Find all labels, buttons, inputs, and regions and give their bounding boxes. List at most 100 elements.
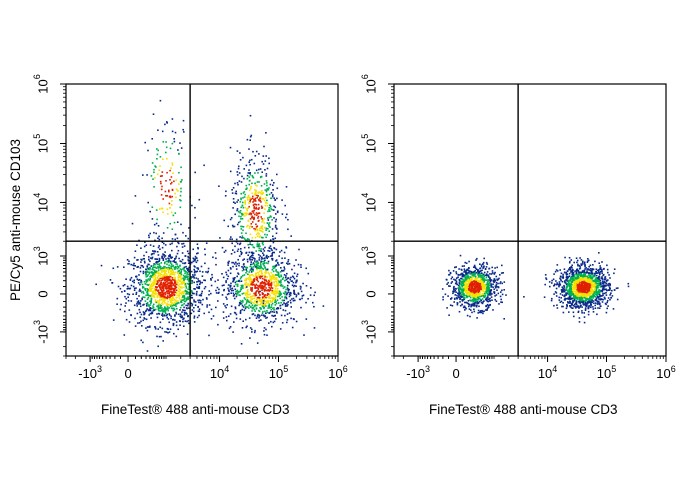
event-dot xyxy=(250,225,252,227)
event-dot xyxy=(450,298,452,300)
event-dot xyxy=(252,268,254,270)
event-dot xyxy=(478,290,480,292)
event-dot xyxy=(258,317,260,319)
event-dot xyxy=(174,299,176,301)
event-dot xyxy=(266,182,268,184)
event-dot xyxy=(258,204,260,206)
event-dot xyxy=(306,318,308,320)
event-dot xyxy=(250,218,252,220)
event-dot xyxy=(453,270,455,272)
event-dot xyxy=(178,276,180,278)
event-dot xyxy=(262,287,264,289)
event-dot xyxy=(210,279,212,281)
event-dot xyxy=(248,301,250,303)
event-dot xyxy=(261,270,263,272)
event-dot xyxy=(460,305,462,307)
event-dot xyxy=(178,302,180,304)
event-dot xyxy=(176,256,178,258)
event-dot xyxy=(131,277,133,279)
event-dot xyxy=(180,272,182,274)
event-dot xyxy=(258,153,260,155)
event-dot xyxy=(154,258,156,260)
event-dot xyxy=(180,317,182,319)
event-dot xyxy=(234,183,236,185)
event-dot xyxy=(269,312,271,314)
event-dot xyxy=(167,332,169,334)
event-dot xyxy=(277,212,279,214)
event-dot xyxy=(240,159,242,161)
event-dot xyxy=(254,309,256,311)
event-dot xyxy=(169,179,171,181)
event-dot xyxy=(313,295,315,297)
event-dot xyxy=(602,280,604,282)
event-dot xyxy=(178,270,180,272)
event-dot xyxy=(249,227,251,229)
event-dot xyxy=(264,247,266,249)
event-dot xyxy=(171,266,173,268)
event-dot xyxy=(135,287,137,289)
event-dot xyxy=(459,289,461,291)
event-dot xyxy=(209,290,211,292)
event-dot xyxy=(179,297,181,299)
event-dot xyxy=(253,217,255,219)
event-dot xyxy=(275,221,277,223)
event-dot xyxy=(257,213,259,215)
event-dot xyxy=(162,315,164,317)
event-dot xyxy=(242,226,244,228)
event-dot xyxy=(268,273,270,275)
event-dot xyxy=(177,273,179,275)
event-dot xyxy=(247,244,249,246)
event-dot xyxy=(268,187,270,189)
event-dot xyxy=(246,185,248,187)
event-dot xyxy=(474,311,476,313)
event-dot xyxy=(470,309,472,311)
event-dot xyxy=(245,299,247,301)
event-dot xyxy=(446,279,448,281)
event-dot xyxy=(287,263,289,265)
event-dot xyxy=(176,336,178,338)
event-dot xyxy=(248,203,250,205)
event-dot xyxy=(149,261,151,263)
event-dot xyxy=(242,285,244,287)
event-dot xyxy=(264,227,266,229)
event-dot xyxy=(293,318,295,320)
event-dot xyxy=(158,269,160,271)
event-dot xyxy=(566,272,568,274)
event-dot xyxy=(266,310,268,312)
event-dot xyxy=(588,311,590,313)
event-dot xyxy=(237,243,239,245)
event-dot xyxy=(181,286,183,288)
event-dot xyxy=(596,275,598,277)
event-dot xyxy=(194,217,196,219)
event-dot xyxy=(470,306,472,308)
event-dot xyxy=(194,270,196,272)
event-dot xyxy=(573,316,575,318)
event-dot xyxy=(266,173,268,175)
event-dot xyxy=(486,266,488,268)
event-dot xyxy=(160,292,162,294)
event-dot xyxy=(155,300,157,302)
event-dot xyxy=(139,322,141,324)
event-dot xyxy=(223,220,225,222)
event-dot xyxy=(153,245,155,247)
event-dot xyxy=(262,261,264,263)
event-dot xyxy=(482,294,484,296)
event-dot xyxy=(481,300,483,302)
event-dot xyxy=(303,334,305,336)
event-dot xyxy=(136,276,138,278)
event-dot xyxy=(158,279,160,281)
event-dot xyxy=(254,280,256,282)
event-dot xyxy=(257,262,259,264)
event-dot xyxy=(460,287,462,289)
event-dot xyxy=(471,292,473,294)
y-tick-label: 103 xyxy=(32,246,50,265)
event-dot xyxy=(261,258,263,260)
event-dot xyxy=(136,244,138,246)
event-dot xyxy=(471,304,473,306)
event-dot xyxy=(261,273,263,275)
x-tick-label: 106 xyxy=(328,364,347,381)
event-dot xyxy=(156,148,158,150)
event-dot xyxy=(459,282,461,284)
event-dot xyxy=(250,264,252,266)
event-dot xyxy=(485,288,487,290)
